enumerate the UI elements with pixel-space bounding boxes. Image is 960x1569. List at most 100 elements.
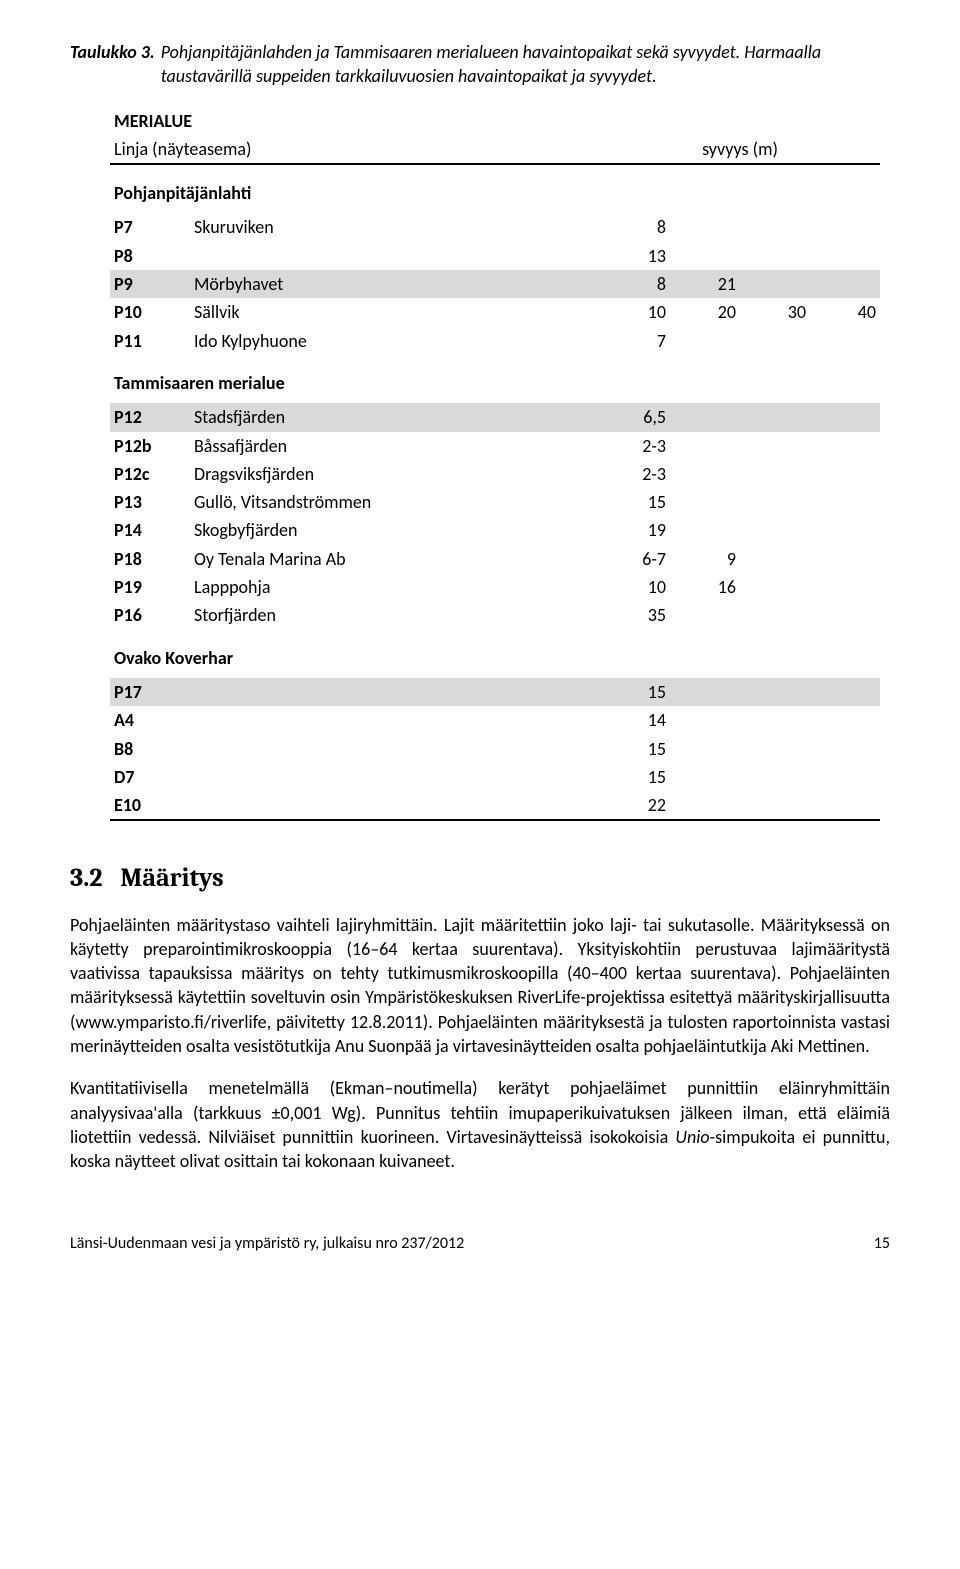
- table-cell: Storfjärden: [190, 601, 600, 629]
- table-cell: 6,5: [600, 403, 670, 431]
- table-row: P12bBåssafjärden2-3: [110, 432, 880, 460]
- table-cell: P19: [110, 573, 190, 601]
- table-cell: [740, 706, 810, 734]
- table-cell: Ovako Koverhar: [110, 630, 880, 678]
- table-cell: [810, 678, 880, 706]
- table-cell: P17: [110, 678, 190, 706]
- table-cell: [670, 516, 740, 544]
- table-row: P18Oy Tenala Marina Ab6-79: [110, 545, 880, 573]
- table-cell: [740, 791, 810, 820]
- table-cell: P7: [110, 213, 190, 241]
- table-cell: [670, 763, 740, 791]
- table-cell: [190, 242, 600, 270]
- table-cell: 8: [600, 270, 670, 298]
- table-cell: 35: [600, 601, 670, 629]
- table-cell: [670, 706, 740, 734]
- table-cell: Mörbyhavet: [190, 270, 600, 298]
- table-cell: E10: [110, 791, 190, 820]
- table-row: B815: [110, 735, 880, 763]
- table-cell: 14: [600, 706, 670, 734]
- table-row: E10 22: [110, 791, 880, 820]
- table-cell: [670, 460, 740, 488]
- table-cell: P12c: [110, 460, 190, 488]
- table-row: P9Mörbyhavet821: [110, 270, 880, 298]
- table-cell: Lapppohja: [190, 573, 600, 601]
- table-cell: 22: [600, 791, 670, 820]
- table-cell: [810, 516, 880, 544]
- table-row: P11Ido Kylpyhuone7: [110, 327, 880, 355]
- table-row: P12Stadsfjärden6,5: [110, 403, 880, 431]
- table-cell: 8: [600, 213, 670, 241]
- table-cell: [670, 432, 740, 460]
- table-cell: B8: [110, 735, 190, 763]
- table-row: P19Lapppohja1016: [110, 573, 880, 601]
- table-cell: Båssafjärden: [190, 432, 600, 460]
- table-cell: P12: [110, 403, 190, 431]
- table-wrapper: MERIALUELinja (näyteasema)syvyys (m)Pohj…: [110, 107, 880, 824]
- heading-title: Määritys: [120, 863, 223, 893]
- table-cell: [810, 213, 880, 241]
- table-cell: 6-7: [600, 545, 670, 573]
- table-cell: [670, 213, 740, 241]
- table-cell: [670, 735, 740, 763]
- table-cell: [810, 735, 880, 763]
- table-cell: Tammisaaren merialue: [110, 355, 880, 403]
- table-cell: P8: [110, 242, 190, 270]
- table-cell: [740, 678, 810, 706]
- table-cell: 21: [670, 270, 740, 298]
- table-cell: [740, 545, 810, 573]
- table-cell: [190, 791, 600, 820]
- table-row: P14Skogbyfjärden19: [110, 516, 880, 544]
- page-footer: Länsi-Uudenmaan vesi ja ympäristö ry, ju…: [70, 1233, 890, 1255]
- table-cell: 15: [600, 763, 670, 791]
- table-cell: [670, 242, 740, 270]
- table-cell: Sällvik: [190, 298, 600, 326]
- table-cell: [670, 327, 740, 355]
- table-cell: P16: [110, 601, 190, 629]
- table-cell: [740, 763, 810, 791]
- table-cell: D7: [110, 763, 190, 791]
- table-cell: [670, 403, 740, 431]
- body-paragraph: Kvantitatiivisella menetelmällä (Ekman–n…: [70, 1076, 890, 1173]
- table-row: D7 15: [110, 763, 880, 791]
- table-cell: 10: [600, 573, 670, 601]
- table-cell: 13: [600, 242, 670, 270]
- table-cell: [740, 488, 810, 516]
- body-paragraph: Pohjaeläinten määritystaso vaihteli laji…: [70, 913, 890, 1059]
- table-cell: 16: [670, 573, 740, 601]
- table-cell: [740, 735, 810, 763]
- table-cell: [740, 460, 810, 488]
- table-cell: MERIALUE: [110, 107, 880, 135]
- table-cell: 9: [670, 545, 740, 573]
- table-cell: P10: [110, 298, 190, 326]
- footer-left: Länsi-Uudenmaan vesi ja ympäristö ry, ju…: [70, 1233, 464, 1255]
- table-cell: P11: [110, 327, 190, 355]
- table-cell: [740, 213, 810, 241]
- table-cell: [810, 403, 880, 431]
- table-cell: Linja (näyteasema): [110, 135, 600, 164]
- table-cell: [810, 706, 880, 734]
- table-cell: [740, 573, 810, 601]
- table-cell: Stadsfjärden: [190, 403, 600, 431]
- table-cell: [670, 791, 740, 820]
- caption-label: Taulukko 3.: [70, 40, 161, 89]
- table-cell: [190, 706, 600, 734]
- table-cell: [810, 763, 880, 791]
- table-cell: 15: [600, 488, 670, 516]
- table-cell: [810, 432, 880, 460]
- table-cell: [810, 573, 880, 601]
- footer-page-number: 15: [874, 1233, 890, 1255]
- heading-number: 3.2: [70, 863, 120, 893]
- table-cell: [740, 601, 810, 629]
- table-row: P8 13: [110, 242, 880, 270]
- table-cell: [810, 791, 880, 820]
- table-row: A414: [110, 706, 880, 734]
- table-cell: 2-3: [600, 460, 670, 488]
- table-cell: syvyys (m): [600, 135, 880, 164]
- table-cell: Dragsviksfjärden: [190, 460, 600, 488]
- table-cell: [190, 763, 600, 791]
- table-cell: [740, 270, 810, 298]
- observation-table: MERIALUELinja (näyteasema)syvyys (m)Pohj…: [110, 107, 880, 824]
- table-cell: [740, 327, 810, 355]
- table-cell: [190, 678, 600, 706]
